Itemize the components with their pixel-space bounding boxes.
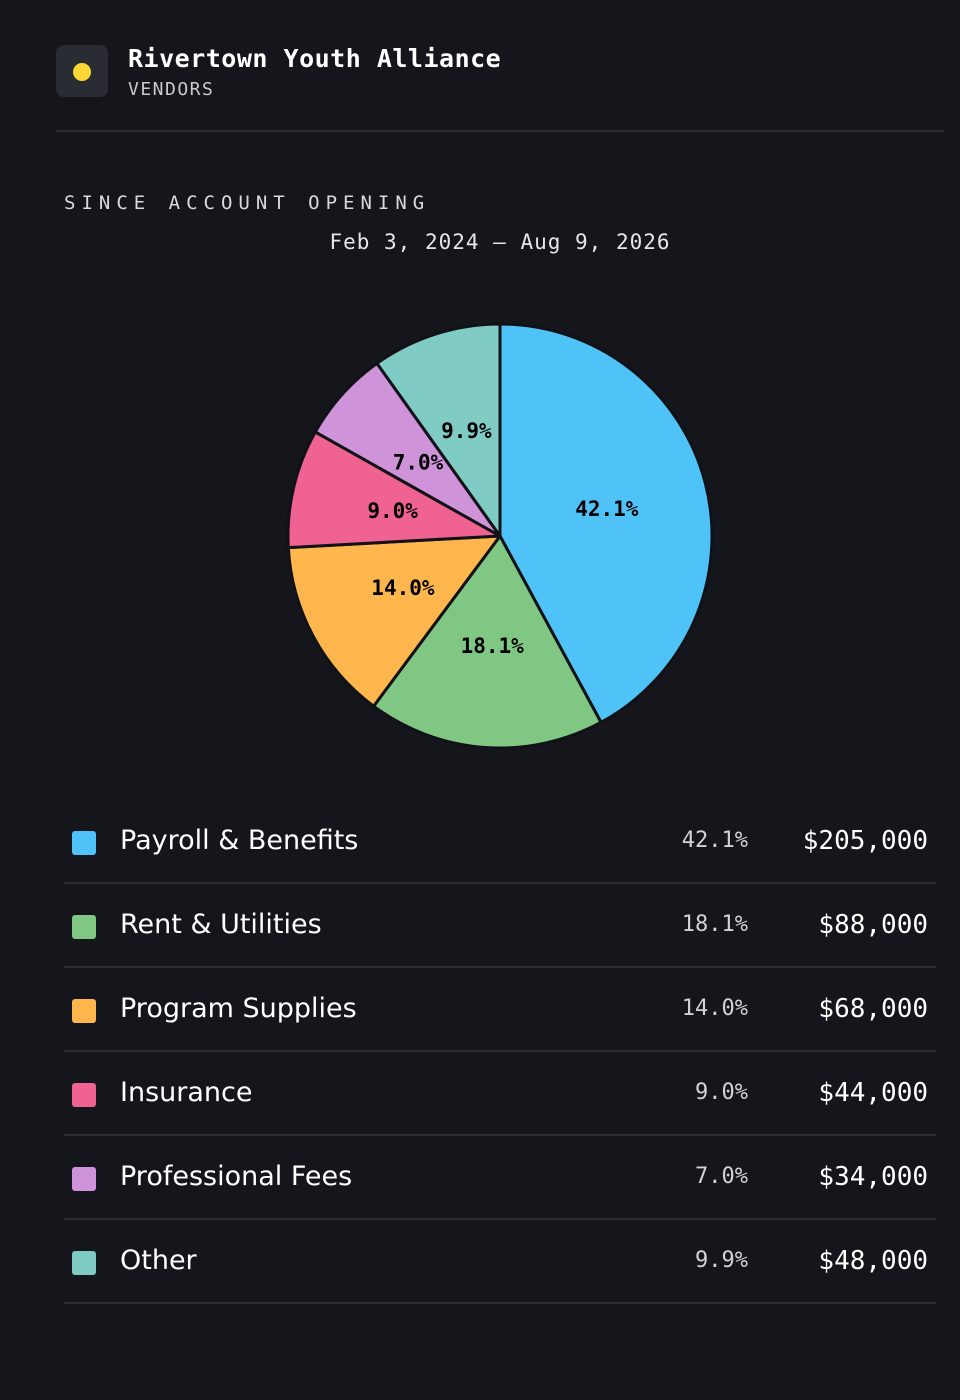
date-range: Feb 3, 2024 — Aug 9, 2026 [329, 230, 671, 254]
legend-percent: 14.0% [681, 996, 748, 1021]
legend-category-label: Program Supplies [120, 993, 357, 1024]
legend-row-payroll-benefits[interactable]: Payroll & Benefits 42.1% $205,000 [64, 800, 936, 884]
org-logo [56, 45, 108, 97]
legend-amount: $44,000 [818, 1078, 928, 1108]
status-dot-icon [73, 63, 91, 81]
legend-swatch [72, 831, 96, 855]
legend-amount: $34,000 [818, 1162, 928, 1192]
vendor-legend: Payroll & Benefits 42.1% $205,000 Rent & Ut… [64, 800, 936, 1304]
legend-row-other[interactable]: Other 9.9% $48,000 [64, 1220, 936, 1304]
page-header: Rivertown Youth Alliance VENDORS [56, 44, 944, 132]
pie-slice-insurance [286, 430, 502, 550]
pie-label-other: 9.9% [441, 419, 492, 443]
legend-percent: 42.1% [681, 828, 748, 853]
pie-label-professional-fees: 7.0% [393, 450, 444, 474]
legend-percent: 9.9% [695, 1248, 748, 1273]
pie-slice-payroll-benefits [498, 322, 714, 724]
legend-swatch [72, 1083, 96, 1107]
legend-percent: 7.0% [695, 1164, 748, 1189]
pie-label-rent-utilities: 18.1% [461, 634, 525, 658]
legend-category-label: Rent & Utilities [120, 909, 322, 940]
legend-swatch [72, 1251, 96, 1275]
legend-amount: $88,000 [818, 910, 928, 940]
legend-category-label: Payroll & Benefits [120, 825, 359, 856]
legend-row-rent-utilities[interactable]: Rent & Utilities 18.1% $88,000 [64, 884, 936, 968]
legend-category-label: Professional Fees [120, 1161, 353, 1192]
vendor-pie-chart: 42.1% 18.1% 14.0% 9.0% 7.0% 9.9% [286, 322, 714, 750]
legend-row-professional-fees[interactable]: Professional Fees 7.0% $34,000 [64, 1136, 936, 1220]
pie-label-insurance: 9.0% [367, 499, 418, 523]
legend-row-program-supplies[interactable]: Program Supplies 14.0% $68,000 [64, 968, 936, 1052]
legend-category-label: Other [120, 1245, 197, 1276]
legend-swatch [72, 999, 96, 1023]
legend-amount: $205,000 [802, 826, 928, 856]
period-label: SINCE ACCOUNT OPENING [64, 192, 431, 214]
legend-amount: $68,000 [818, 994, 928, 1024]
legend-amount: $48,000 [818, 1246, 928, 1276]
legend-category-label: Insurance [120, 1077, 253, 1108]
legend-row-insurance[interactable]: Insurance 9.0% $44,000 [64, 1052, 936, 1136]
legend-percent: 9.0% [695, 1080, 748, 1105]
pie-slice-other [375, 322, 502, 538]
pie-label-payroll-benefits: 42.1% [575, 497, 639, 521]
organization-name: Rivertown Youth Alliance [128, 44, 502, 73]
legend-swatch [72, 1167, 96, 1191]
legend-percent: 18.1% [681, 912, 748, 937]
legend-swatch [72, 915, 96, 939]
pie-slice-program-supplies [286, 534, 502, 708]
pie-label-program-supplies: 14.0% [371, 576, 435, 600]
pie-slice-rent-utilities [372, 534, 603, 750]
page-subtitle: VENDORS [128, 79, 215, 100]
